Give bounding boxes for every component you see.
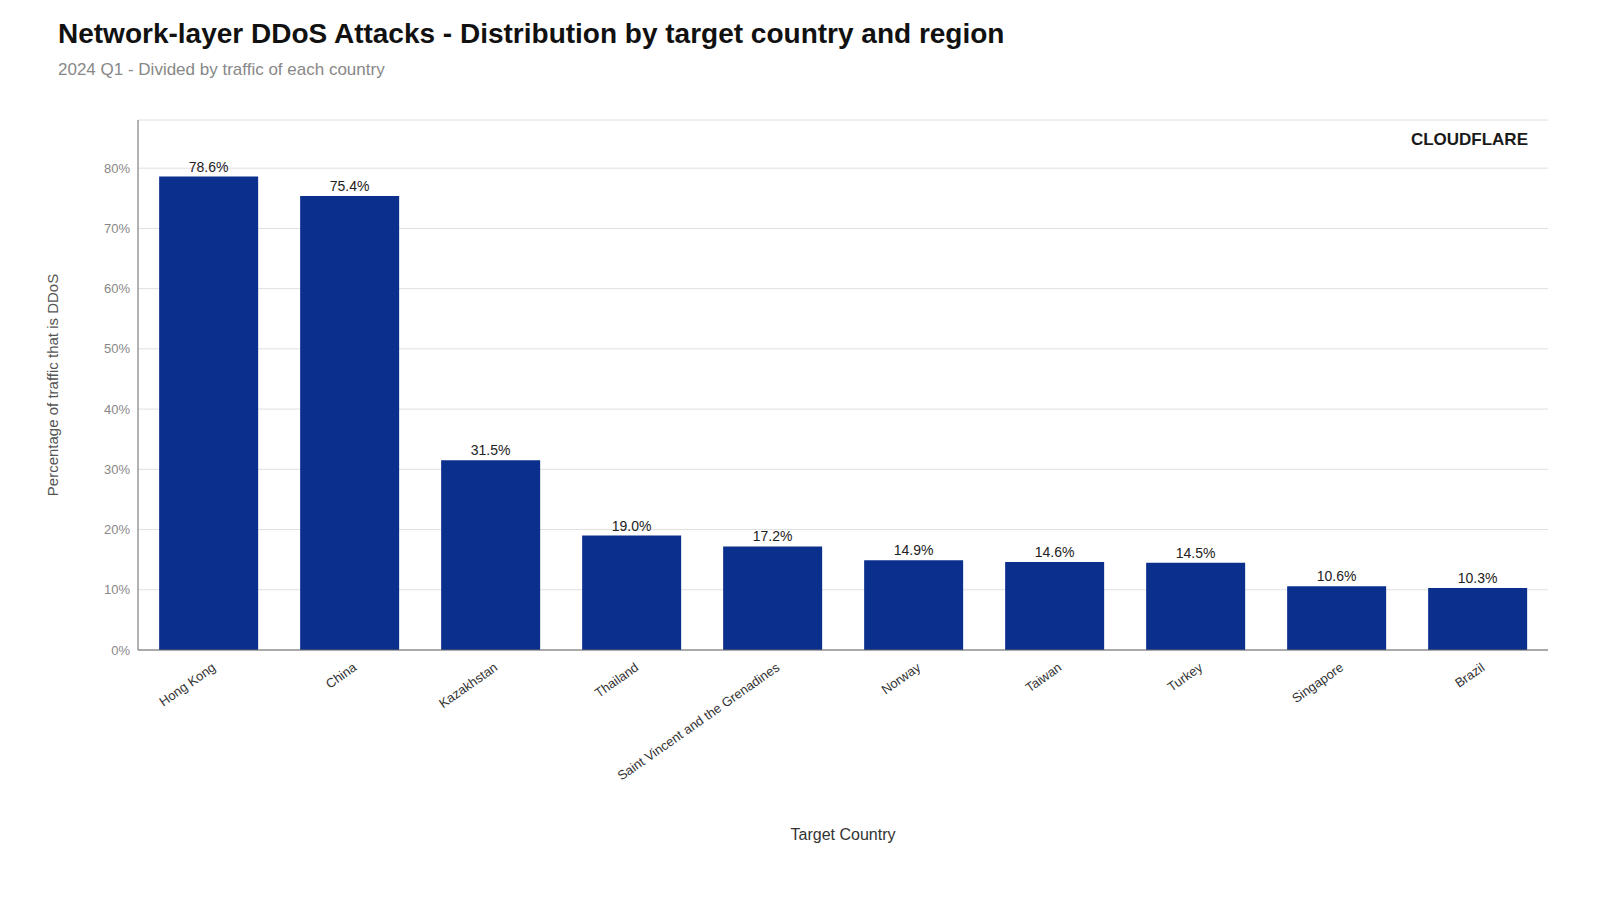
svg-text:Thailand: Thailand bbox=[592, 660, 641, 701]
svg-text:Singapore: Singapore bbox=[1289, 660, 1346, 706]
svg-text:Hong Kong: Hong Kong bbox=[156, 660, 218, 710]
svg-text:0%: 0% bbox=[111, 643, 130, 658]
svg-text:14.9%: 14.9% bbox=[894, 542, 934, 558]
svg-text:Percentage of traffic that is: Percentage of traffic that is DDoS bbox=[44, 274, 61, 496]
svg-text:Kazakhstan: Kazakhstan bbox=[436, 660, 500, 711]
svg-text:China: China bbox=[323, 659, 360, 691]
svg-text:75.4%: 75.4% bbox=[330, 178, 370, 194]
svg-text:78.6%: 78.6% bbox=[189, 159, 229, 175]
svg-text:Brazil: Brazil bbox=[1452, 660, 1487, 691]
svg-text:Saint Vincent and the Grenadin: Saint Vincent and the Grenadines bbox=[615, 659, 783, 783]
svg-text:Target Country: Target Country bbox=[791, 826, 896, 843]
html-text:2024 Q1 - Divided by traffic o: 2024 Q1 - Divided by traffic of each cou… bbox=[58, 60, 385, 79]
svg-text:20%: 20% bbox=[104, 522, 130, 537]
svg-text:17.2%: 17.2% bbox=[753, 528, 793, 544]
svg-text:14.6%: 14.6% bbox=[1035, 544, 1075, 560]
svg-text:19.0%: 19.0% bbox=[612, 518, 652, 534]
svg-text:10.6%: 10.6% bbox=[1317, 568, 1357, 584]
svg-text:70%: 70% bbox=[104, 221, 130, 236]
svg-text:Norway: Norway bbox=[879, 659, 924, 697]
svg-text:Turkey: Turkey bbox=[1164, 659, 1205, 694]
svg-text:10.3%: 10.3% bbox=[1458, 570, 1498, 586]
svg-text:80%: 80% bbox=[104, 161, 130, 176]
svg-text:Taiwan: Taiwan bbox=[1022, 660, 1064, 695]
svg-text:10%: 10% bbox=[104, 582, 130, 597]
html-text:CLOUDFLARE: CLOUDFLARE bbox=[1410, 130, 1528, 149]
svg-text:30%: 30% bbox=[104, 462, 130, 477]
svg-text:40%: 40% bbox=[104, 402, 130, 417]
svg-text:50%: 50% bbox=[104, 341, 130, 356]
svg-text:31.5%: 31.5% bbox=[471, 442, 511, 458]
svg-text:60%: 60% bbox=[104, 281, 130, 296]
svg-text:14.5%: 14.5% bbox=[1176, 545, 1216, 561]
html-text:Network-layer DDoS Attacks - D: Network-layer DDoS Attacks - Distributio… bbox=[58, 18, 1005, 49]
